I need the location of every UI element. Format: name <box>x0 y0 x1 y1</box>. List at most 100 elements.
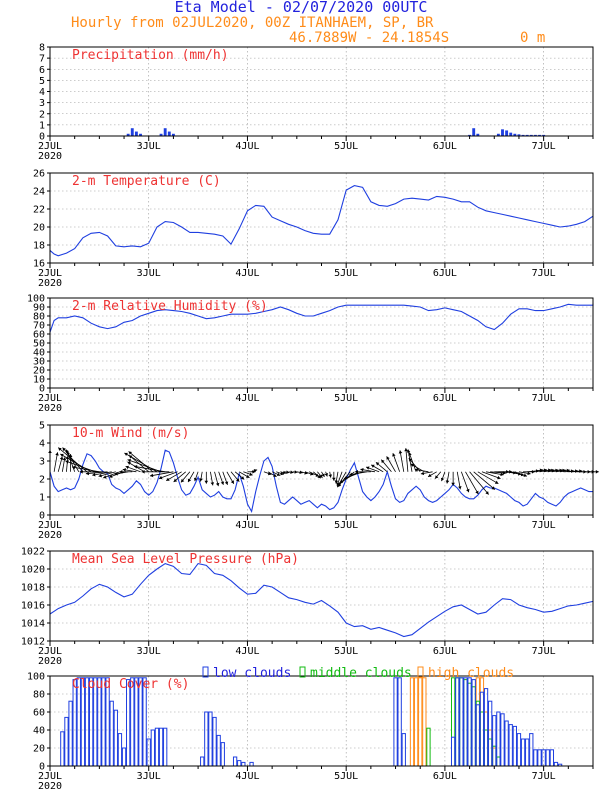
wind-arrowhead <box>375 462 380 466</box>
wind-arrowhead <box>62 447 66 451</box>
x-tick-label: 2JUL <box>38 646 62 657</box>
x-tick-label: 4JUL <box>235 520 259 531</box>
wind-vector <box>460 471 470 493</box>
precip-bar <box>496 133 500 136</box>
wind-arrowhead <box>494 480 499 484</box>
precip-bar <box>525 134 529 136</box>
wind-arrowhead <box>220 481 225 485</box>
precip-bar <box>542 134 546 136</box>
wind-vector <box>469 471 489 495</box>
low-cloud-bar <box>467 677 472 767</box>
low-cloud-bar <box>549 749 555 767</box>
panel-wind: 0 1 2 3 4 5 2JUL 3JUL 4JUL 5JUL 6JUL 7JUL 2020 10-m W… <box>38 421 599 541</box>
wind-arrowhead <box>188 478 192 483</box>
wind-arrowhead <box>134 465 138 469</box>
chart-subtitle: Hourly from 02JUL2020, 00Z ITANHAEM, SP,… <box>71 15 434 31</box>
y-tick-label: 100 <box>27 672 45 683</box>
x-tick-label: 2JUL <box>38 141 62 152</box>
legend-high-swatch <box>417 666 424 678</box>
low-cloud-bar <box>126 679 131 767</box>
wind-arrowhead <box>166 477 170 481</box>
x-tick-label: 7JUL <box>532 771 556 782</box>
wind-arrowhead <box>199 478 203 482</box>
precip-bar <box>476 133 480 136</box>
x-tick-label: 6JUL <box>433 646 457 657</box>
y-tick-label: 0 <box>39 762 45 773</box>
wind-arrowhead <box>280 471 284 476</box>
x-tick-label: 4JUL <box>235 268 259 279</box>
panel-frame <box>49 297 594 389</box>
wind-arrowhead <box>332 477 336 481</box>
x-tick-label: 6JUL <box>433 771 457 782</box>
legend-middle-label: middle clouds <box>310 666 412 681</box>
wind-vector <box>128 451 154 473</box>
precip-bar <box>134 131 138 136</box>
wind-vector <box>477 471 499 485</box>
location-coords: 46.7889W - 24.1854S <box>289 30 449 46</box>
low-cloud-bar <box>68 700 73 767</box>
precip-bar <box>517 134 521 136</box>
x-year-label: 2020 <box>38 656 62 667</box>
low-cloud-bar <box>450 736 456 767</box>
y-tick-label: 1016 <box>21 601 45 612</box>
x-year-label: 2020 <box>38 781 62 792</box>
panel-frame <box>49 46 594 137</box>
wind-arrowhead <box>158 475 163 480</box>
wind-arrowhead <box>406 449 411 453</box>
panel-frame <box>49 172 594 264</box>
low-cloud-bar <box>529 733 534 767</box>
low-cloud-bar <box>401 733 406 767</box>
wind-arrowhead <box>150 473 154 478</box>
low-cloud-bar <box>463 677 468 767</box>
x-tick-label: 6JUL <box>433 141 457 152</box>
y-tick-label: 1022 <box>21 547 45 558</box>
low-cloud-bar <box>479 691 485 767</box>
low-cloud-bar <box>533 749 538 767</box>
low-cloud-bar <box>397 677 402 767</box>
x-tick-label: 5JUL <box>334 141 358 152</box>
wind-arrowhead <box>497 475 501 480</box>
x-tick-label: 5JUL <box>334 520 358 531</box>
panel-frame <box>49 675 594 767</box>
panel-title: Mean Sea Level Pressure (hPa) <box>72 552 299 567</box>
low-cloud-bar <box>516 733 522 767</box>
low-cloud-bar <box>496 711 501 767</box>
y-tick-label: 20 <box>33 223 45 234</box>
wind-arrowhead <box>360 468 364 472</box>
x-tick-label: 2JUL <box>38 393 62 404</box>
low-cloud-bar <box>212 716 217 767</box>
low-cloud-bar <box>537 749 542 767</box>
wind-arrowhead <box>230 480 234 484</box>
panel-temp: 16 18 20 22 24 26 2JUL 3JUL 4JUL 5JUL 6JUL 7JUL 2020… <box>33 169 594 289</box>
wind-arrowhead <box>445 480 450 484</box>
wind-arrowhead <box>491 486 495 490</box>
low-cloud-bar <box>64 716 69 767</box>
y-tick-label: 20 <box>33 366 45 377</box>
precip-bar <box>126 133 130 136</box>
y-tick-label: 2 <box>39 475 45 486</box>
y-tick-label: 4 <box>39 87 45 98</box>
y-tick-label: 60 <box>33 708 45 719</box>
y-tick-label: 80 <box>33 690 45 701</box>
y-tick-label: 0 <box>39 511 45 522</box>
precip-bar <box>521 134 525 136</box>
wind-arrowhead <box>404 448 408 452</box>
wind-arrowhead <box>127 461 131 465</box>
low-cloud-bar <box>216 734 221 767</box>
x-tick-label: 3JUL <box>137 393 161 404</box>
low-cloud-bar <box>154 727 160 767</box>
x-tick-label: 5JUL <box>334 771 358 782</box>
wind-arrowhead <box>579 469 583 473</box>
low-cloud-bar <box>553 761 559 767</box>
wind-arrowhead <box>181 479 185 483</box>
y-tick-label: 90 <box>33 303 45 314</box>
y-tick-label: 22 <box>33 205 45 216</box>
wind-arrowhead <box>458 486 462 490</box>
x-tick-label: 4JUL <box>235 646 259 657</box>
precip-bar <box>130 128 134 136</box>
low-cloud-bar <box>60 731 65 767</box>
y-tick-label: 2 <box>39 109 45 120</box>
low-cloud-bar <box>200 756 205 767</box>
y-tick-label: 3 <box>39 98 45 109</box>
